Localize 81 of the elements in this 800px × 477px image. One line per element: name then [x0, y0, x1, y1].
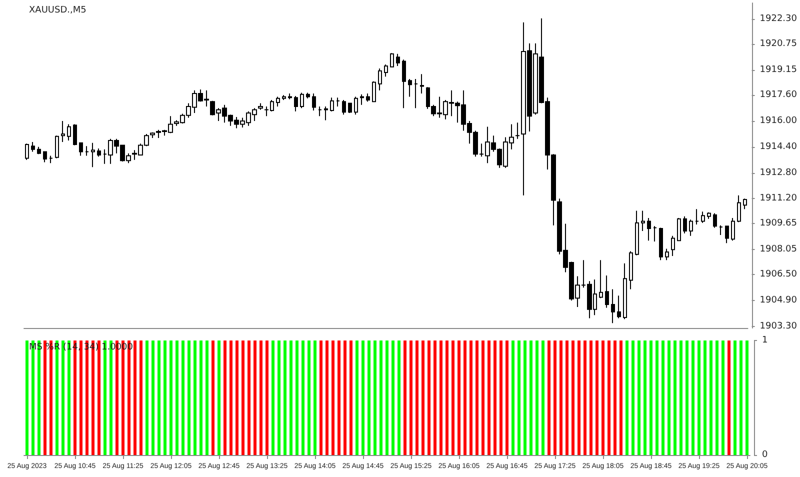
candlestick [61, 120, 65, 143]
candlestick [312, 93, 316, 112]
candlestick [324, 106, 328, 121]
candlestick [300, 92, 304, 109]
candlestick [701, 211, 705, 224]
y-tick-label: 1916.00 [760, 116, 798, 126]
candlestick [384, 64, 388, 78]
candlestick [731, 218, 735, 242]
candlestick [336, 97, 340, 107]
candlestick [366, 93, 370, 102]
candlestick [390, 52, 394, 68]
candlestick [629, 250, 633, 290]
chart-title: XAUUSD.,M5 [29, 6, 86, 16]
candlestick [282, 94, 286, 101]
candlestick [677, 218, 681, 242]
candlestick [659, 227, 663, 261]
candlestick [611, 288, 615, 324]
candlestick [402, 59, 406, 109]
candlestick [737, 194, 741, 223]
candlestick [689, 219, 693, 236]
candlestick [306, 92, 310, 99]
y-tick-label: 1920.75 [760, 39, 797, 50]
candlestick [665, 248, 669, 261]
candlestick [276, 96, 280, 107]
candlestick [288, 93, 292, 100]
y-tick-label: 1914.40 [760, 142, 798, 152]
y-tick-label: 1919.15 [760, 65, 797, 76]
y-tick-label: 1903.30 [760, 321, 798, 332]
candlestick [49, 155, 53, 164]
candlestick [330, 97, 334, 112]
candlestick [641, 210, 645, 232]
candlestick [719, 224, 723, 236]
y-tick-label: 1912.80 [760, 168, 798, 178]
candlestick [617, 295, 621, 319]
candlestick [671, 235, 675, 257]
candlestick [73, 124, 77, 146]
candlestick [79, 142, 83, 156]
candlestick [354, 96, 358, 116]
candlestick [37, 146, 41, 155]
y-tick-label: 1908.05 [760, 244, 797, 255]
candlestick [372, 80, 376, 102]
candlestick [635, 210, 639, 256]
candlestick [515, 122, 520, 140]
candlestick [31, 142, 35, 152]
candlestick [67, 124, 71, 141]
candlestick [707, 212, 711, 220]
candlestick [647, 218, 651, 242]
candlestick [653, 226, 657, 242]
candlestick [318, 106, 322, 117]
y-tick-label: 1 [762, 336, 768, 346]
y-tick-label: 1917.60 [760, 90, 798, 100]
y-tick-label: 1911.20 [760, 194, 798, 204]
candlestick [713, 212, 717, 228]
y-tick-label: 1904.90 [760, 296, 798, 306]
candlestick [420, 74, 424, 94]
y-tick-label: 0 [762, 450, 768, 460]
candlestick [25, 143, 29, 160]
candlestick [55, 135, 59, 159]
candlestick [396, 53, 400, 67]
candlestick [623, 262, 627, 320]
candlestick [743, 198, 747, 210]
candlestick [408, 78, 412, 98]
candlestick [360, 94, 364, 106]
candlestick [342, 100, 346, 116]
candlestick [695, 208, 699, 226]
candlestick [348, 102, 352, 114]
candlestick [605, 274, 609, 308]
candlestick [43, 151, 47, 163]
candlestick [85, 146, 89, 156]
candlestick [258, 102, 263, 110]
candlestick [414, 78, 418, 109]
candlestick [97, 148, 101, 158]
y-tick-label: 1906.50 [760, 270, 798, 280]
candlestick [91, 142, 95, 168]
candlestick [599, 260, 603, 299]
candlestick [378, 68, 382, 91]
y-tick-label: 1922.30 [760, 14, 798, 24]
candlestick [725, 226, 729, 244]
candlestick [683, 216, 687, 234]
candlestick [294, 95, 298, 112]
y-tick-label: 1909.65 [760, 218, 797, 229]
